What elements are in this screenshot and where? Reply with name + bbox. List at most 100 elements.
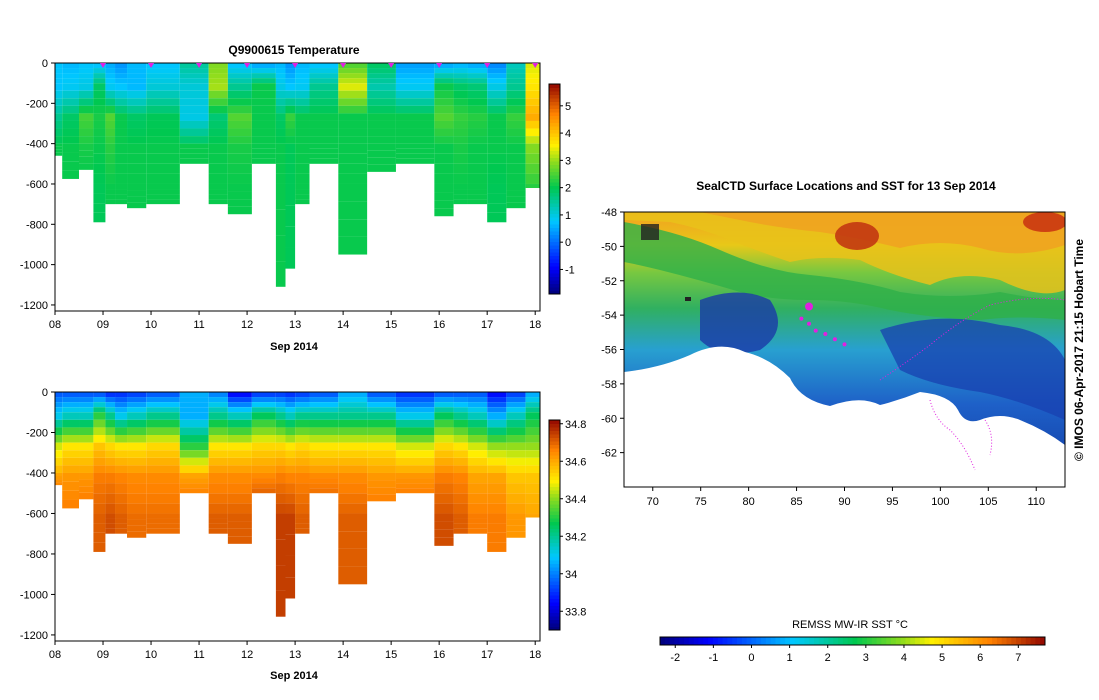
salinity-cell xyxy=(434,402,454,408)
temperature-cell xyxy=(338,143,368,154)
salinity-cell xyxy=(115,483,128,494)
salinity-cell xyxy=(285,555,296,578)
salinity-cell xyxy=(453,513,468,519)
temperature-cell xyxy=(338,173,368,184)
salinity-cell xyxy=(506,465,526,473)
salinity-cell xyxy=(453,397,468,403)
salinity-cell xyxy=(55,412,63,420)
salinity-cell xyxy=(453,483,468,494)
temperature-cell xyxy=(105,68,116,74)
temperature-cell xyxy=(395,148,435,154)
salinity-cell xyxy=(367,419,396,428)
y-tick-label: -400 xyxy=(26,468,48,480)
salinity-cell xyxy=(338,457,368,466)
salinity-cell xyxy=(275,397,286,403)
temperature-cell xyxy=(127,83,147,91)
sst-colorbar-segment xyxy=(698,637,704,645)
salinity-cell xyxy=(105,402,116,408)
temperature-cell xyxy=(79,128,94,137)
colorbar-segment xyxy=(549,507,560,512)
temperature-cell xyxy=(487,173,507,184)
colorbar-segment xyxy=(549,140,560,144)
salinity-cell xyxy=(487,503,507,514)
colorbar-segment xyxy=(549,525,560,529)
salinity-cell xyxy=(208,472,228,484)
salinity-cell xyxy=(79,457,94,466)
temperature-cell xyxy=(227,105,252,114)
temperature-cell xyxy=(453,63,468,69)
profile-marker xyxy=(148,63,155,68)
temperature-cell xyxy=(55,63,63,69)
temperature-cell xyxy=(506,105,526,114)
salinity-cell xyxy=(227,503,252,514)
salinity-cell xyxy=(146,503,180,514)
temperature-cell xyxy=(525,184,540,186)
colorbar-tick-label: 34.4 xyxy=(565,494,586,506)
salinity-cell xyxy=(453,427,468,436)
temperature-cell xyxy=(179,120,209,129)
salinity-cell xyxy=(506,407,526,413)
profile-marker xyxy=(244,63,251,68)
temperature-cell xyxy=(338,128,368,137)
sst-colorbar-segment xyxy=(968,637,974,645)
colorbar-segment xyxy=(549,518,560,522)
temperature-cell xyxy=(487,120,507,129)
temperature-cell xyxy=(395,90,435,99)
salinity-cell xyxy=(275,435,286,443)
salinity-cell xyxy=(179,457,209,466)
temperature-cell xyxy=(208,163,228,174)
x-tick-label: 17 xyxy=(481,649,493,661)
sst-map-panel: SealCTD Surface Locations and SST for 13… xyxy=(601,179,1086,664)
temperature-cell xyxy=(467,143,488,154)
colorbar-segment xyxy=(549,497,560,501)
temperature-cell xyxy=(506,163,526,174)
temperature-cell xyxy=(115,183,128,190)
salinity-cell xyxy=(127,419,147,428)
temperature-cell xyxy=(127,90,147,99)
salinity-cell xyxy=(62,407,80,413)
sst-colorbar-segment xyxy=(708,637,714,645)
temperature-cell xyxy=(55,68,63,74)
temperature-cell xyxy=(338,105,368,114)
temperature-cell xyxy=(467,98,488,106)
salinity-cell xyxy=(467,412,488,420)
salinity-cell xyxy=(467,402,488,408)
temperature-cell xyxy=(309,68,339,74)
temperature-cell xyxy=(62,68,80,74)
temperature-cell xyxy=(62,78,80,84)
salinity-cell xyxy=(79,465,94,473)
y-tick-label: -200 xyxy=(26,98,48,110)
salinity-cell xyxy=(275,565,286,591)
temperature-cell xyxy=(295,98,310,106)
temperature-cell xyxy=(251,136,276,144)
salinity-cell xyxy=(525,435,540,443)
colorbar-segment xyxy=(549,119,560,123)
salinity-cell xyxy=(208,450,228,458)
salinity-cell xyxy=(487,450,507,458)
sst-colorbar-segment xyxy=(737,637,743,645)
salinity-cell xyxy=(367,472,396,481)
temperature-cell xyxy=(295,153,310,164)
salinity-cell xyxy=(309,392,339,398)
salinity-cell xyxy=(338,531,368,549)
salinity-cell xyxy=(62,402,80,408)
temperature-cell xyxy=(309,136,339,144)
salinity-cell xyxy=(179,402,209,408)
salinity-cell xyxy=(506,397,526,403)
salinity-cell xyxy=(105,442,116,451)
salinity-cell xyxy=(179,412,209,420)
temperature-cell xyxy=(338,113,368,121)
temperature-cell xyxy=(79,150,94,157)
salinity-cell xyxy=(309,402,339,408)
temperature-cell xyxy=(115,189,128,195)
antarctica-land xyxy=(624,346,1065,487)
temperature-cell xyxy=(285,63,296,69)
salinity-cell xyxy=(434,529,454,538)
colorbar-segment xyxy=(549,168,560,172)
temperature-cell xyxy=(309,63,339,69)
temperature-cell xyxy=(105,163,116,174)
x-tick-label: 18 xyxy=(529,649,541,661)
sst-colorbar-segment xyxy=(818,637,825,645)
temperature-cell xyxy=(295,173,310,184)
colorbar-tick-label: 34.8 xyxy=(565,419,586,431)
